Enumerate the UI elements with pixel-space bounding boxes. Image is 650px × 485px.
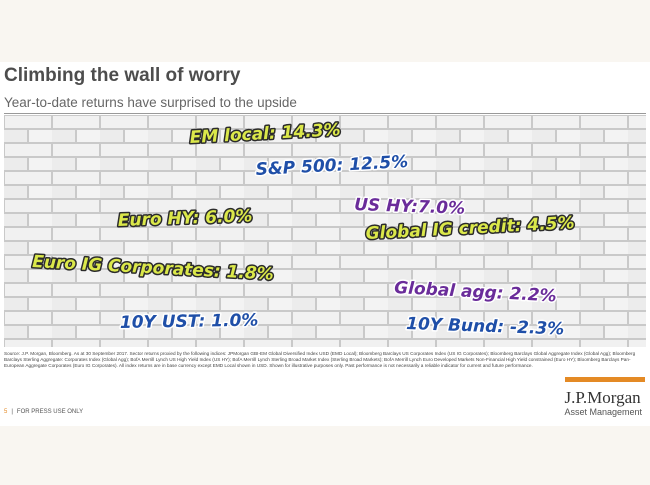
logo-subtitle: Asset Management	[564, 407, 642, 417]
subtitle: Year-to-date returns have surprised to t…	[4, 95, 297, 110]
divider	[4, 113, 646, 114]
brick-wall: EM local: 14.3%S&P 500: 12.5%US HY:7.0%E…	[4, 115, 646, 347]
return-label: Euro HY: 6.0%	[117, 206, 252, 231]
return-label: US HY:7.0%	[354, 195, 466, 219]
source-note: Source: J.P. Morgan, Bloomberg. As at 30…	[4, 351, 636, 368]
return-label: 10Y UST: 1.0%	[120, 311, 259, 333]
separator: |	[11, 409, 13, 415]
slide: Climbing the wall of worry Year-to-date …	[0, 62, 650, 426]
logo-name: J.P.Morgan	[564, 388, 641, 407]
page-number: 5	[4, 409, 8, 415]
footer-text: FOR PRESS USE ONLY	[16, 409, 84, 415]
footer: 5 | FOR PRESS USE ONLY	[4, 409, 83, 415]
accent-bar	[565, 377, 645, 382]
title: Climbing the wall of worry	[4, 65, 241, 86]
wall-texture	[4, 115, 646, 347]
logo: J.P.Morgan Asset Management	[564, 388, 642, 417]
